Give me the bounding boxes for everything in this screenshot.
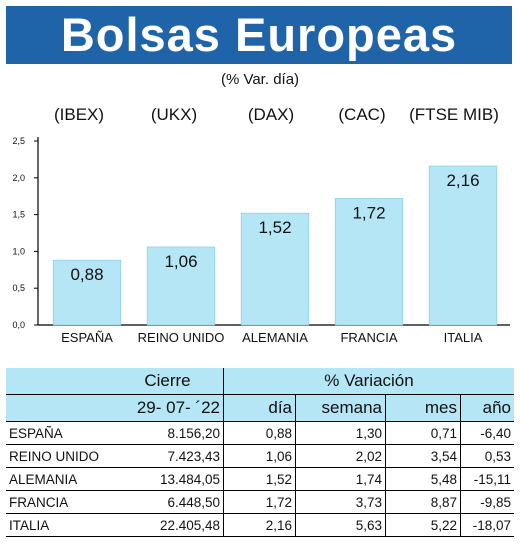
header-dia: día — [223, 394, 296, 422]
y-tick-label: 2,5 — [12, 136, 25, 146]
row-name: ESPAÑA — [6, 421, 112, 445]
category-label: ALEMANIA — [242, 330, 308, 345]
bar — [334, 198, 404, 326]
row-close: 22.405,48 — [112, 513, 224, 537]
row-dia: 1,52 — [223, 467, 296, 491]
bar-value-label: 1,52 — [258, 218, 291, 237]
row-dia: 2,16 — [223, 513, 296, 537]
y-tick-label: 2,0 — [12, 173, 25, 183]
row-ano: -15,11 — [460, 467, 514, 491]
row-name: FRANCIA — [6, 490, 112, 514]
subheader-empty-cell — [6, 394, 112, 422]
title-banner: Bolsas Europeas — [6, 6, 512, 64]
row-dia: 1,72 — [223, 490, 296, 514]
header-semana: semana — [295, 394, 386, 422]
y-tick-label: 1,5 — [12, 210, 25, 220]
row-semana: 2,02 — [295, 444, 386, 468]
table-row: ITALIA 22.405,48 2,16 5,63 5,22 -18,07 — [6, 513, 514, 537]
chart-subtitle: (% Var. día) — [220, 71, 300, 88]
header-empty-cell — [6, 368, 112, 395]
y-tick-label: 1,0 — [12, 246, 25, 256]
bar — [52, 259, 122, 326]
table-subheader-row: 29- 07- ´22 día semana mes año — [6, 394, 514, 422]
table-row: REINO UNIDO 7.423,43 1,06 2,02 3,54 0,53 — [6, 444, 514, 468]
header-ano: año — [460, 394, 514, 422]
header-date: 29- 07- ´22 — [112, 394, 224, 422]
table-header-row: Cierre % Variación — [6, 368, 514, 395]
row-ano: -18,07 — [460, 513, 514, 537]
row-close: 8.156,20 — [112, 421, 224, 445]
index-label-cac: (CAC) — [338, 105, 386, 124]
row-mes: 3,54 — [385, 444, 461, 468]
category-label: ITALIA — [444, 330, 483, 345]
bar-value-label: 1,06 — [164, 252, 197, 271]
row-mes: 5,48 — [385, 467, 461, 491]
row-close: 6.448,50 — [112, 490, 224, 514]
row-ano: 0,53 — [460, 444, 514, 468]
header-close: Cierre — [112, 368, 224, 395]
row-semana: 3,73 — [295, 490, 386, 514]
category-label: REINO UNIDO — [138, 330, 225, 345]
index-label-ukx: (UKX) — [150, 105, 198, 124]
row-mes: 0,71 — [385, 421, 461, 445]
row-ano: -9,85 — [460, 490, 514, 514]
y-tick-label: 0,0 — [12, 320, 25, 330]
index-label-ibex: (IBEX) — [53, 105, 105, 124]
page-title: Bolsas Europeas — [60, 8, 458, 61]
bar — [428, 165, 498, 326]
index-label-ftse-mib: (FTSE MIB) — [409, 105, 499, 124]
row-semana: 5,63 — [295, 513, 386, 537]
bar-value-label: 0,88 — [70, 265, 103, 284]
index-label-dax: (DAX) — [247, 105, 295, 124]
y-tick-label: 0,5 — [12, 283, 25, 293]
bar-value-label: 1,72 — [352, 203, 385, 222]
stocks-table: Cierre % Variación 29- 07- ´22 día seman… — [6, 368, 514, 537]
header-mes: mes — [385, 394, 461, 422]
bar — [240, 212, 310, 326]
row-semana: 1,74 — [295, 467, 386, 491]
category-label: FRANCIA — [340, 330, 397, 345]
bar-value-label: 2,16 — [446, 171, 479, 190]
table-row: ESPAÑA 8.156,20 0,88 1,30 0,71 -6,40 — [6, 421, 514, 445]
row-semana: 1,30 — [295, 421, 386, 445]
category-label: ESPAÑA — [61, 330, 113, 345]
table-row: ALEMANIA 13.484,05 1,52 1,74 5,48 -15,11 — [6, 467, 514, 491]
row-name: ALEMANIA — [6, 467, 112, 491]
row-close: 7.423,43 — [112, 444, 224, 468]
row-mes: 5,22 — [385, 513, 461, 537]
bar — [146, 246, 216, 326]
row-name: REINO UNIDO — [6, 444, 112, 468]
row-ano: -6,40 — [460, 421, 514, 445]
row-close: 13.484,05 — [112, 467, 224, 491]
header-variation: % Variación — [223, 368, 514, 395]
table-row: FRANCIA 6.448,50 1,72 3,73 8,87 -9,85 — [6, 490, 514, 514]
row-name: ITALIA — [6, 513, 112, 537]
row-dia: 1,06 — [223, 444, 296, 468]
row-mes: 8,87 — [385, 490, 461, 514]
bar-chart: 0,0 0,5 1,0 1,5 2,0 2,5 0,88 ESPAÑA 1,06 REINO UN… — [12, 136, 510, 345]
row-dia: 0,88 — [223, 421, 296, 445]
